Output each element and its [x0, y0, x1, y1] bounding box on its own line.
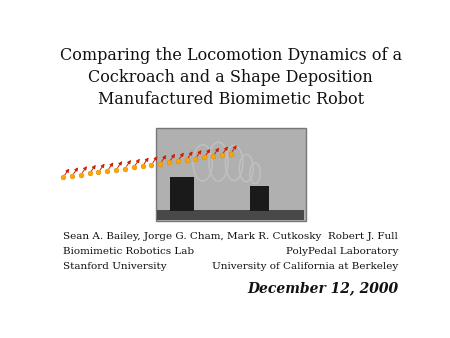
Bar: [158, 210, 304, 220]
Text: University of California at Berkeley: University of California at Berkeley: [212, 262, 398, 271]
Text: Comparing the Locomotion Dynamics of a: Comparing the Locomotion Dynamics of a: [59, 47, 402, 64]
Text: Cockroach and a Shape Deposition: Cockroach and a Shape Deposition: [88, 69, 373, 86]
Text: Stanford University: Stanford University: [63, 262, 167, 271]
Bar: [156, 128, 306, 221]
Text: PolyPedal Laboratory: PolyPedal Laboratory: [286, 247, 398, 256]
Text: Sean A. Bailey, Jorge G. Cham, Mark R. Cutkosky: Sean A. Bailey, Jorge G. Cham, Mark R. C…: [63, 232, 322, 241]
Text: December 12, 2000: December 12, 2000: [247, 281, 398, 295]
Text: Biomimetic Robotics Lab: Biomimetic Robotics Lab: [63, 247, 194, 256]
Text: Robert J. Full: Robert J. Full: [328, 232, 398, 241]
Bar: [250, 186, 269, 211]
Text: Manufactured Biomimetic Robot: Manufactured Biomimetic Robot: [98, 91, 364, 108]
Bar: [170, 177, 194, 211]
